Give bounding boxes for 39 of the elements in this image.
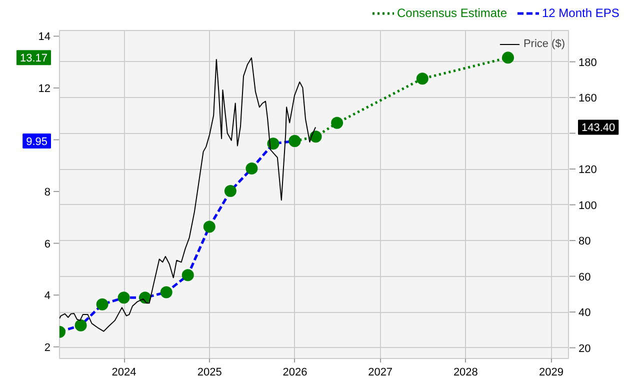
y-tick-label: 2 — [44, 342, 51, 354]
y-tick-label: 6 — [44, 238, 51, 250]
y2-tick-label: 60 — [578, 271, 591, 284]
y-tick-label: 13.17 — [20, 52, 48, 65]
y2-tick-label: 180 — [578, 56, 597, 69]
y2-tick-label: 120 — [578, 164, 597, 176]
point — [74, 319, 87, 332]
point — [96, 298, 108, 310]
x-tick-label: 2026 — [282, 366, 308, 378]
x-tick-label: 2028 — [453, 366, 478, 378]
x-tick-label: 2029 — [539, 366, 564, 378]
point — [203, 220, 216, 233]
y2-tick-label: 40 — [578, 307, 591, 320]
y-tick-label: 12 — [38, 82, 51, 95]
point — [224, 185, 236, 197]
y2-tick-label: 100 — [578, 200, 597, 212]
y2-tick-label: 160 — [578, 92, 597, 105]
y2-tick-label: 80 — [578, 236, 591, 248]
legend-label: Consensus Estimate — [397, 6, 508, 20]
x-tick-label: 2024 — [112, 366, 136, 378]
x-tick-label: 2027 — [368, 366, 393, 378]
point — [416, 72, 428, 85]
y-tick-label: 8 — [44, 186, 51, 199]
point — [182, 269, 194, 282]
point — [502, 52, 514, 64]
point — [310, 130, 322, 143]
point — [267, 138, 280, 150]
y2-tick-label: 143.40 — [582, 122, 616, 134]
point — [118, 292, 130, 304]
legend-label: Price ($) — [523, 38, 565, 50]
point — [246, 162, 258, 174]
y-tick-label: 14 — [38, 31, 51, 44]
y-tick-label: 4 — [44, 290, 51, 302]
point — [331, 116, 344, 129]
y-tick-label: 9.95 — [26, 136, 48, 148]
point — [160, 286, 172, 298]
y2-tick-label: 20 — [578, 342, 591, 355]
x-tick-label: 2025 — [197, 366, 222, 378]
legend-label: 12 Month EPS — [542, 6, 620, 20]
